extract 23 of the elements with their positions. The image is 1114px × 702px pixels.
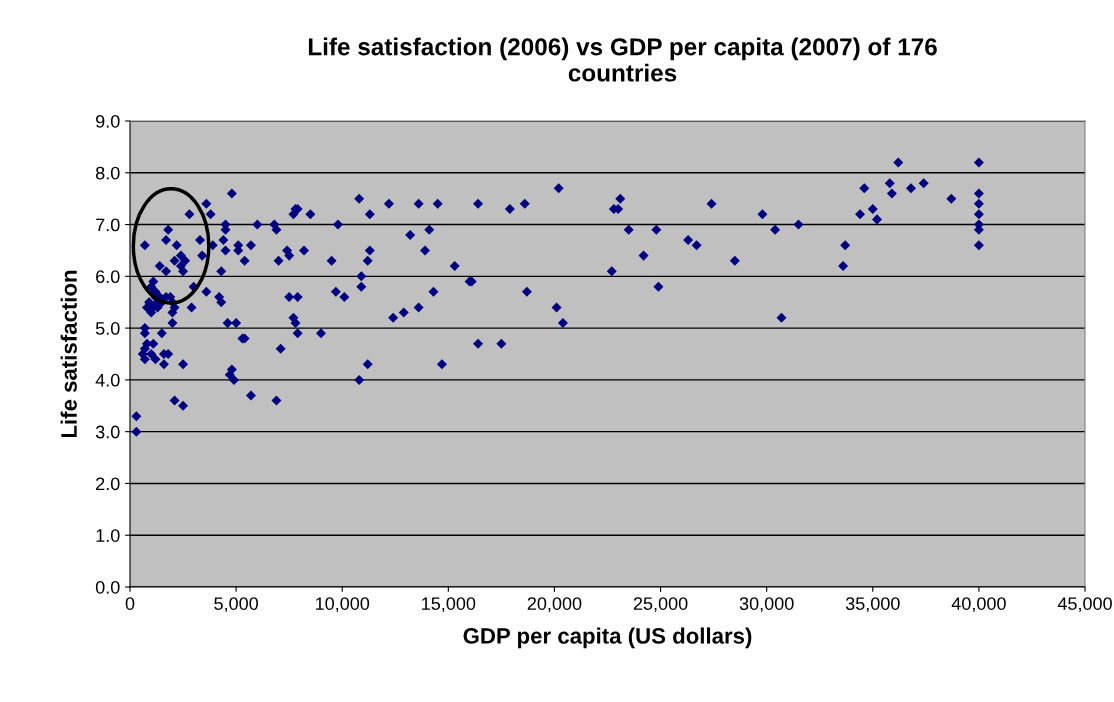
x-axis-title: GDP per capita (US dollars) <box>463 627 752 649</box>
x-tick-label: 10,000 <box>315 597 370 613</box>
x-tick-label: 20,000 <box>527 597 582 613</box>
y-tick-label: 5.0 <box>95 322 120 335</box>
y-tick-label: 2.0 <box>96 477 120 491</box>
x-tick-label: 35,000 <box>845 597 900 613</box>
y-tick-label: 8.0 <box>95 166 120 180</box>
x-tick-label: 15,000 <box>422 597 476 613</box>
y-tick-label: 7.0 <box>96 218 120 232</box>
y-tick-label: 9.0 <box>96 114 120 128</box>
y-tick-label: 0.0 <box>95 580 120 594</box>
y-axis-title: Life satisfaction <box>60 270 77 438</box>
y-tick-label: 3.0 <box>95 425 120 439</box>
x-tick-label: 0 <box>125 597 135 610</box>
chart-title: Life satisfaction (2006) vs GDP per capita (2007) of 176 countries <box>308 37 937 82</box>
x-tick-label: 5,000 <box>214 597 258 613</box>
x-tick-label: 30,000 <box>739 597 794 613</box>
x-tick-label: 40,000 <box>951 597 1006 613</box>
x-tick-label: 25,000 <box>633 597 688 613</box>
x-tick-label: 45,000 <box>1057 597 1112 613</box>
y-tick-label: 1.0 <box>96 529 120 542</box>
y-tick-label: 4.0 <box>95 373 120 387</box>
y-tick-label: 6.0 <box>96 270 120 284</box>
